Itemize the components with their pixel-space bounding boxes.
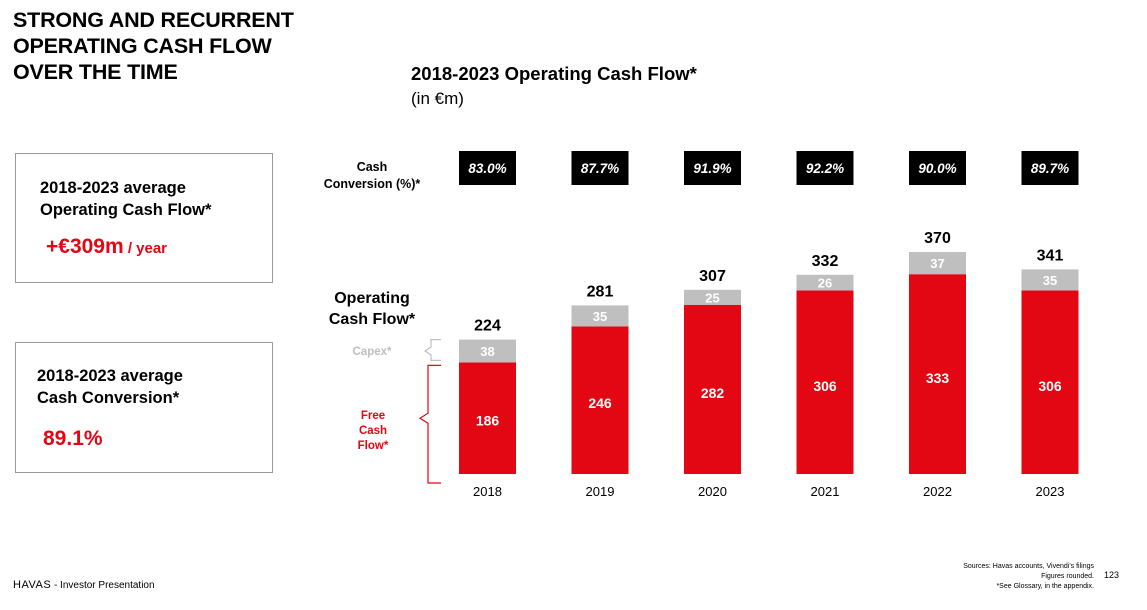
total-value: 281: [587, 283, 614, 300]
cash-conversion-badge: [1021, 151, 1079, 185]
average-ocf-value: +€309m / year: [46, 235, 167, 259]
ocf-label: Cash Flow*: [329, 311, 416, 328]
label-line: Operating Cash Flow*: [40, 201, 212, 219]
x-tick-label: 2022: [923, 484, 952, 499]
sources-line: *See Glossary, in the appendix.: [996, 583, 1094, 590]
average-conversion-box: 2018-2023 average Cash Conversion* 89.1%: [15, 342, 273, 473]
fcf-bar: [909, 274, 966, 474]
cash-conversion-badge: [796, 151, 854, 185]
average-ocf-box: 2018-2023 average Operating Cash Flow* +…: [15, 153, 273, 283]
headline-line: OPERATING CASH FLOW: [13, 34, 272, 58]
capex-bar: [684, 289, 741, 305]
capex-value: 38: [480, 344, 494, 359]
total-value: 370: [924, 230, 951, 247]
capex-label: Capex*: [353, 346, 393, 358]
sources-line: Sources: Havas accounts, Vivendi's filin…: [963, 563, 1094, 570]
capex-value: 26: [818, 276, 832, 291]
capex-bracket: [423, 339, 441, 361]
x-tick-label: 2023: [1036, 484, 1065, 499]
average-conversion-label: 2018-2023 average Cash Conversion*: [37, 365, 183, 409]
fcf-bar: [796, 290, 854, 474]
capex-value: 37: [930, 256, 944, 271]
x-tick-label: 2020: [698, 484, 727, 499]
fcf-value: 282: [701, 385, 725, 401]
brand-logo: HAVAS: [13, 579, 52, 591]
cash-conversion-badge: [909, 151, 966, 185]
cash-conversion-value: 83.0%: [468, 161, 506, 176]
chart-title: 2018-2023 Operating Cash Flow*: [411, 63, 697, 84]
fcf-value: 306: [1038, 378, 1062, 394]
total-value: 341: [1037, 247, 1064, 264]
x-tick-label: 2021: [811, 484, 840, 499]
value-suffix: / year: [123, 240, 168, 257]
label-line: 2018-2023 average: [37, 367, 183, 385]
fcf-bracket: [418, 364, 441, 484]
capex-bar: [909, 252, 966, 275]
cash-conversion-label: Cash: [357, 160, 388, 174]
fcf-value: 333: [926, 370, 950, 386]
fcf-bar: [684, 304, 741, 474]
sources-line: Figures rounded.: [1041, 573, 1094, 580]
cash-conversion-badge: [459, 151, 516, 185]
capex-value: 35: [1043, 273, 1057, 288]
cash-conversion-value: 92.2%: [806, 161, 844, 176]
fcf-bar: [571, 326, 629, 474]
fcf-label: Cash: [359, 425, 387, 437]
fcf-bar: [459, 362, 516, 474]
fcf-label: Flow*: [358, 440, 389, 452]
capex-value: 35: [593, 309, 607, 324]
footer: HAVAS - Investor Presentation: [13, 579, 155, 591]
headline-line: OVER THE TIME: [13, 60, 178, 84]
cash-conversion-value: 90.0%: [918, 161, 956, 176]
capex-value: 25: [705, 290, 719, 305]
average-conversion-value: 89.1%: [43, 427, 103, 450]
capex-bar: [1021, 269, 1079, 291]
fcf-value: 306: [813, 378, 837, 394]
chart-subtitle: (in €m): [411, 89, 464, 108]
cash-conversion-value: 87.7%: [581, 161, 619, 176]
average-ocf-label: 2018-2023 average Operating Cash Flow*: [40, 177, 211, 221]
sources-note: Sources: Havas accounts, Vivendi's filin…: [963, 562, 1094, 592]
label-line: 2018-2023 average: [40, 179, 186, 197]
cash-conversion-label: Conversion (%)*: [324, 177, 421, 191]
label-line: Cash Conversion*: [37, 389, 180, 407]
cash-conversion-badge: [684, 151, 741, 185]
slide-headline: STRONG AND RECURRENT OPERATING CASH FLOW…: [13, 7, 343, 85]
page-number: 123: [1104, 570, 1120, 580]
headline-line: STRONG AND RECURRENT: [13, 8, 294, 32]
value-text: +€309m: [46, 235, 124, 258]
footer-text: - Investor Presentation: [51, 580, 155, 591]
cash-conversion-badge: [571, 151, 629, 185]
total-value: 224: [474, 318, 501, 335]
x-tick-label: 2019: [586, 484, 615, 499]
total-value: 307: [699, 268, 726, 285]
fcf-bar: [1021, 290, 1079, 474]
fcf-label: Free: [361, 410, 385, 422]
cash-conversion-value: 89.7%: [1031, 161, 1069, 176]
cash-conversion-value: 91.9%: [693, 161, 731, 176]
ocf-label: Operating: [334, 290, 410, 307]
capex-bar: [459, 339, 516, 363]
total-value: 332: [812, 253, 839, 270]
x-tick-label: 2018: [473, 484, 502, 499]
capex-bar: [796, 274, 854, 291]
fcf-value: 246: [588, 395, 612, 411]
capex-bar: [571, 305, 629, 327]
fcf-value: 186: [476, 412, 500, 428]
